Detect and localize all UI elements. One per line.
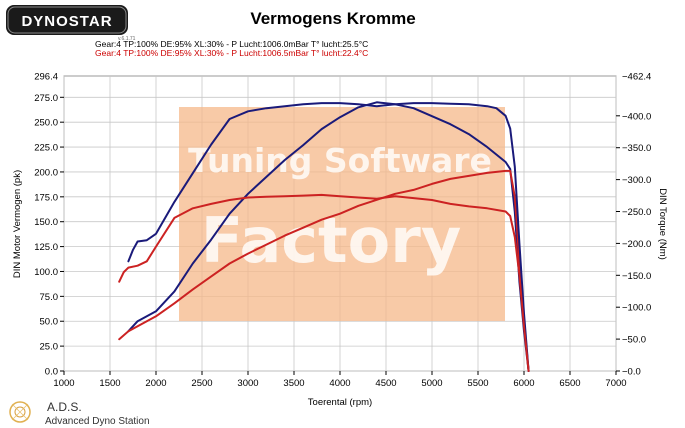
x-tick-label: 3500 [283, 378, 304, 389]
y-tick-label: 50.0 [40, 317, 59, 328]
y2-tick-label: −0.0 [622, 367, 641, 378]
x-tick-label: 1500 [99, 378, 120, 389]
ads-emblem-icon [9, 401, 31, 423]
x-tick-label: 4500 [375, 378, 396, 389]
y2-tick-label: −150.0 [622, 271, 651, 282]
series-line-power-run1 [127, 101, 530, 372]
ads-name: A.D.S. [47, 400, 82, 414]
chart-title: Vermogens Kromme [250, 9, 415, 28]
y2-tick-label: −50.0 [622, 335, 646, 346]
y-axis-label: DIN Motor Vermogen (pk) [12, 170, 23, 278]
y-tick-label: 250.0 [34, 118, 58, 129]
x-tick-labels: 1000 1500 2000 2500 3000 3500 4000 4500 5000 5500… [53, 371, 627, 389]
ads-subtitle: Advanced Dyno Station [45, 416, 150, 427]
logo-text: DYNOSTAR [21, 13, 112, 30]
y-tick-label: 200.0 [34, 167, 58, 178]
watermark-line-1: Tuning Software [188, 141, 492, 180]
y-tick-label: 100.0 [34, 267, 58, 278]
dynostar-logo: DYNOSTAR [6, 5, 128, 35]
version-tag: v.6.1.71 [118, 36, 136, 42]
legend-entry-2: Gear:4 TP:100% DE:95% XL:30% - P Lucht:1… [95, 48, 368, 58]
watermark-line-2: Factory [201, 204, 462, 277]
x-axis-label: Toerental (rpm) [308, 397, 372, 408]
x-tick-label: 1000 [53, 378, 74, 389]
y-tick-labels: 0.0 25.0 50.0 75.0 100.0 125.0 150.0 175.0 200.0… [34, 72, 64, 378]
y-tick-label: 125.0 [34, 242, 58, 253]
series-line-torque-run2 [118, 193, 530, 372]
y2-tick-label: −350.0 [622, 143, 651, 154]
y-tick-label: 275.0 [34, 93, 58, 104]
legend-entry-1: Gear:4 TP:100% DE:95% XL:30% - P Lucht:1… [95, 39, 368, 49]
watermark: Tuning Software Factory [179, 107, 505, 321]
y2-tick-label: −300.0 [622, 175, 651, 186]
x-tick-label: 2500 [191, 378, 212, 389]
y-top-label: 296.4 [34, 72, 58, 83]
ads-logo: A.D.S. Advanced Dyno Station [9, 400, 150, 427]
x-tick-label: 2000 [145, 378, 166, 389]
y-tick-label: 75.0 [40, 292, 59, 303]
x-tick-label: 4000 [329, 378, 350, 389]
y-tick-label: 225.0 [34, 143, 58, 154]
series-group [118, 101, 530, 372]
y2-tick-labels: −0.0 −50.0 −100.0 −150.0 −200.0 −250.0 −300.0 −… [616, 72, 651, 378]
series-line-torque-run1 [127, 102, 530, 372]
watermark-box [179, 107, 505, 321]
x-tick-label: 6500 [559, 378, 580, 389]
y2-tick-label: −200.0 [622, 239, 651, 250]
x-tick-label: 3000 [237, 378, 258, 389]
y2-tick-label: −400.0 [622, 111, 651, 122]
x-tick-label: 5000 [421, 378, 442, 389]
y2-top-label: −462.4 [622, 72, 651, 83]
y-tick-label: 0.0 [45, 367, 58, 378]
y2-tick-label: −100.0 [622, 303, 651, 314]
y2-axis-label: DIN Torque (Nm) [657, 188, 668, 260]
x-tick-label: 6000 [513, 378, 534, 389]
y-tick-label: 25.0 [40, 342, 59, 353]
x-tick-label: 7000 [605, 378, 626, 389]
series-line-power-run2 [118, 169, 530, 372]
y-tick-label: 175.0 [34, 192, 58, 203]
x-tick-label: 5500 [467, 378, 488, 389]
y2-tick-label: −250.0 [622, 207, 651, 218]
y-tick-label: 150.0 [34, 217, 58, 228]
